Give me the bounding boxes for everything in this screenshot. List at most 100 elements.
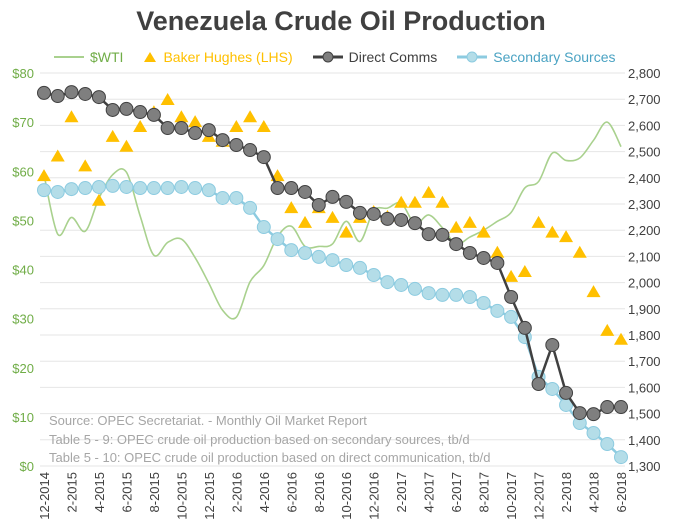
secondary-sources-marker bbox=[243, 200, 258, 215]
secondary-sources-marker bbox=[174, 179, 189, 194]
baker-hughes-marker bbox=[174, 110, 189, 123]
secondary-sources-marker bbox=[298, 245, 313, 260]
secondary-sources-marker bbox=[270, 232, 285, 247]
secondary-sources-marker bbox=[614, 450, 628, 465]
secondary-sources-marker bbox=[50, 184, 65, 199]
x-axis-tick-label: 8-2015 bbox=[147, 472, 162, 512]
direct-comms-marker bbox=[462, 245, 477, 260]
direct-comms-marker bbox=[490, 255, 505, 270]
baker-hughes-marker bbox=[600, 323, 615, 336]
right-axis-tick-label: 2,200 bbox=[628, 223, 661, 238]
direct-comms-marker bbox=[146, 107, 161, 122]
right-axis-tick-label: 1,300 bbox=[628, 459, 661, 474]
triangle-marker-icon bbox=[144, 52, 157, 62]
table-note-secondary: Table 5 - 9: OPEC crude oil production b… bbox=[49, 432, 470, 447]
direct-comms-marker bbox=[50, 89, 65, 104]
x-axis-tick-label: 4-2017 bbox=[422, 472, 437, 512]
legend-item-secondary-sources: Secondary Sources bbox=[457, 49, 615, 65]
secondary-sources-marker bbox=[119, 179, 134, 194]
right-axis-tick-label: 2,400 bbox=[628, 171, 661, 186]
x-axis-tick-label: 12-2016 bbox=[367, 472, 382, 520]
x-axis-tick-label: 4-2016 bbox=[257, 472, 272, 512]
direct-comms-marker bbox=[105, 102, 120, 117]
secondary-sources-marker bbox=[37, 183, 51, 198]
secondary-sources-marker bbox=[476, 296, 491, 311]
x-axis-tick-label: 10-2016 bbox=[339, 472, 354, 520]
secondary-sources-marker bbox=[64, 182, 79, 197]
secondary-sources-marker bbox=[201, 183, 216, 198]
direct-comms-marker bbox=[229, 138, 244, 153]
line-swatch-icon bbox=[54, 56, 84, 58]
x-axis-tick-label: 2-2017 bbox=[394, 472, 409, 512]
baker-hughes-marker bbox=[394, 195, 409, 208]
direct-comms-marker bbox=[380, 211, 395, 226]
baker-hughes-marker bbox=[517, 264, 532, 277]
secondary-sources-marker bbox=[188, 181, 203, 196]
direct-comms-marker bbox=[64, 85, 79, 100]
baker-hughes-marker bbox=[256, 120, 271, 133]
secondary-sources-marker bbox=[380, 275, 395, 290]
direct-comms-marker bbox=[504, 290, 519, 305]
direct-comms-marker bbox=[449, 237, 464, 252]
baker-hughes-marker bbox=[78, 159, 93, 172]
x-axis-tick-label: 2-2016 bbox=[229, 472, 244, 512]
direct-comms-marker bbox=[339, 194, 354, 209]
x-axis-tick-label: 12-2014 bbox=[37, 472, 52, 520]
right-axis-tick-label: 2,700 bbox=[628, 92, 661, 107]
secondary-sources-marker bbox=[352, 260, 367, 275]
x-axis-tick-label: 10-2017 bbox=[504, 472, 519, 520]
secondary-sources-marker bbox=[78, 181, 93, 196]
direct-comms-marker bbox=[407, 216, 422, 231]
secondary-sources-marker bbox=[256, 220, 271, 235]
baker-hughes-marker bbox=[133, 120, 148, 133]
secondary-sources-marker bbox=[215, 190, 230, 205]
secondary-sources-marker bbox=[490, 303, 505, 318]
left-axis-tick-label: $60 bbox=[12, 164, 34, 179]
baker-hughes-marker bbox=[160, 93, 175, 106]
baker-hughes-marker bbox=[545, 225, 560, 238]
line-circle-marker-icon bbox=[312, 51, 343, 63]
secondary-sources-marker bbox=[146, 181, 161, 196]
left-axis-tick-label: $40 bbox=[12, 263, 34, 278]
direct-comms-marker bbox=[600, 400, 615, 415]
baker-hughes-marker bbox=[476, 225, 491, 238]
secondary-sources-marker bbox=[586, 425, 601, 440]
x-axis-tick-label: 2-2018 bbox=[559, 472, 574, 512]
legend-label: Secondary Sources bbox=[493, 49, 616, 65]
right-axis-tick-label: 2,500 bbox=[628, 145, 661, 160]
direct-comms-marker bbox=[572, 406, 587, 421]
legend-item-wti: $WTI bbox=[54, 49, 123, 65]
right-axis-tick-label: 1,600 bbox=[628, 380, 661, 395]
secondary-sources-marker bbox=[339, 258, 354, 273]
baker-hughes-marker bbox=[407, 195, 422, 208]
x-axis-tick-label: 12-2015 bbox=[202, 472, 217, 520]
right-axis-tick-label: 2,300 bbox=[628, 197, 661, 212]
line-circle-marker-icon bbox=[457, 51, 488, 63]
x-axis-tick-label: 6-2015 bbox=[119, 472, 134, 512]
direct-comms-marker bbox=[325, 189, 340, 204]
baker-hughes-marker bbox=[50, 149, 65, 162]
secondary-sources-marker bbox=[462, 290, 477, 305]
baker-hughes-marker bbox=[449, 220, 464, 233]
right-axis-tick-label: 2,600 bbox=[628, 118, 661, 133]
direct-comms-marker bbox=[133, 105, 148, 120]
legend-label: $WTI bbox=[90, 49, 124, 65]
baker-hughes-marker bbox=[531, 215, 546, 228]
direct-comms-marker bbox=[352, 205, 367, 220]
x-axis-tick-label: 12-2017 bbox=[532, 472, 547, 520]
left-axis-tick-label: $50 bbox=[12, 213, 34, 228]
legend-label: Direct Comms bbox=[348, 49, 438, 65]
baker-hughes-marker bbox=[91, 193, 106, 206]
source-note: Source: OPEC Secretariat. - Monthly Oil … bbox=[49, 413, 367, 428]
chart-legend: $WTI Baker Hughes (LHS) Direct Comms Sec… bbox=[54, 49, 615, 65]
baker-hughes-marker bbox=[119, 139, 134, 152]
direct-comms-marker bbox=[215, 133, 230, 148]
left-axis-tick-label: $0 bbox=[20, 459, 34, 474]
x-axis-tick-label: 2-2015 bbox=[64, 472, 79, 512]
x-axis-tick-label: 10-2015 bbox=[174, 472, 189, 520]
secondary-sources-marker bbox=[394, 277, 409, 292]
left-axis-tick-label: $30 bbox=[12, 312, 34, 327]
direct-comms-marker bbox=[91, 90, 106, 105]
secondary-sources-marker bbox=[229, 190, 244, 205]
